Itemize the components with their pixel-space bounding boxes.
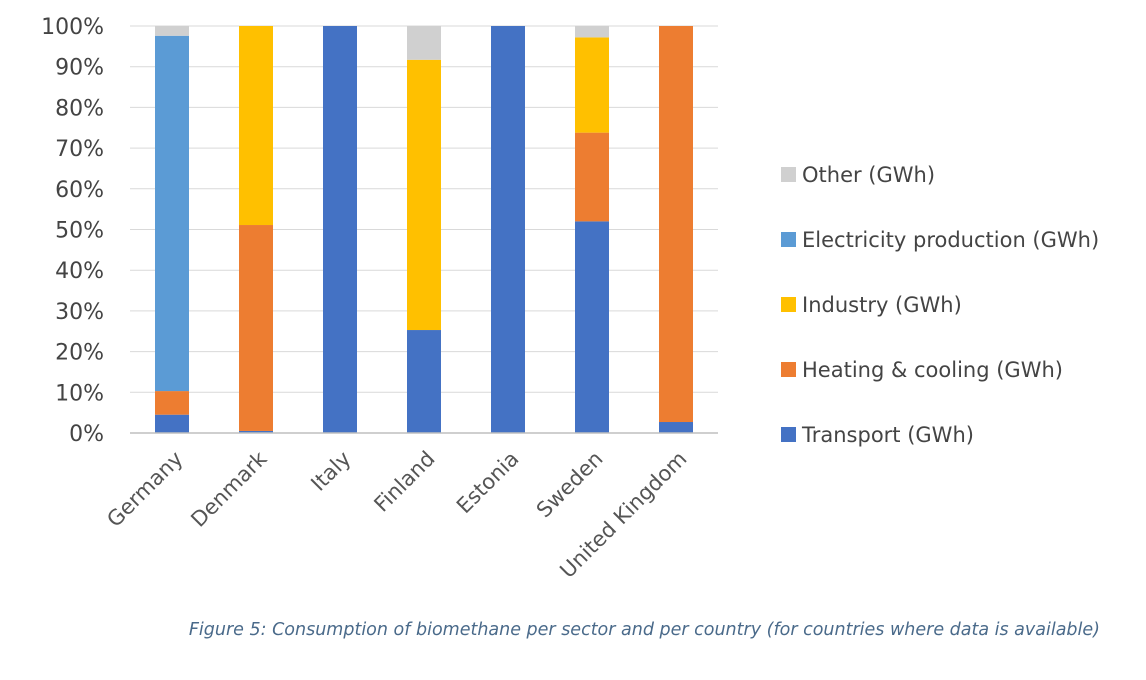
bar-segment	[575, 26, 609, 38]
bar-segment	[575, 37, 609, 133]
bar-segment	[155, 35, 189, 392]
y-tick-label: 70%	[55, 137, 104, 162]
bar-segment	[155, 26, 189, 36]
y-axis-tick-labels: 0% 10% 20% 30% 40% 50% 60% 70% 80% 90% 100%	[41, 15, 104, 447]
bar-segment	[407, 59, 441, 331]
legend-label: Electricity production (GWh)	[802, 228, 1099, 252]
y-tick-label: 50%	[55, 219, 104, 244]
x-category-label: Sweden	[532, 447, 608, 523]
y-tick-label: 100%	[41, 15, 104, 40]
bar-segment	[575, 221, 609, 433]
y-tick-label: 90%	[55, 56, 104, 81]
legend-swatch	[781, 167, 796, 182]
bar-segment	[491, 26, 525, 433]
y-tick-label: 40%	[55, 259, 104, 284]
bar-segment	[659, 26, 693, 423]
legend-label: Industry (GWh)	[802, 293, 962, 317]
bar-segment	[155, 414, 189, 433]
x-category-label: Denmark	[186, 446, 272, 532]
bar-segment	[155, 391, 189, 415]
bar-segment	[239, 430, 273, 433]
bar-segment	[239, 225, 273, 431]
y-tick-label: 10%	[55, 381, 104, 406]
bar-segment	[407, 26, 441, 60]
legend-label: Heating & cooling (GWh)	[802, 358, 1063, 382]
bar-segment	[323, 26, 357, 433]
bars	[155, 26, 693, 433]
y-tick-label: 0%	[69, 422, 104, 447]
figure-caption: Figure 5: Consumption of biomethane per …	[188, 620, 1100, 640]
x-category-label: Finland	[369, 447, 439, 517]
x-category-label: Estonia	[452, 447, 524, 519]
y-tick-label: 30%	[55, 300, 104, 325]
x-category-label: Italy	[306, 447, 355, 496]
legend-swatch	[781, 232, 796, 247]
legend-swatch	[781, 427, 796, 442]
legend-label: Transport (GWh)	[801, 423, 974, 447]
bar-segment	[575, 132, 609, 222]
bar-segment	[239, 26, 273, 226]
x-category-label: Germany	[102, 447, 187, 532]
legend-swatch	[781, 362, 796, 377]
bar-segment	[407, 330, 441, 433]
y-tick-label: 20%	[55, 341, 104, 366]
y-tick-label: 80%	[55, 96, 104, 121]
legend-swatch	[781, 297, 796, 312]
legend-label: Other (GWh)	[802, 163, 935, 187]
y-tick-label: 60%	[55, 178, 104, 203]
legend: Other (GWh) Electricity production (GWh) I…	[781, 163, 1099, 447]
bar-segment	[659, 422, 693, 433]
